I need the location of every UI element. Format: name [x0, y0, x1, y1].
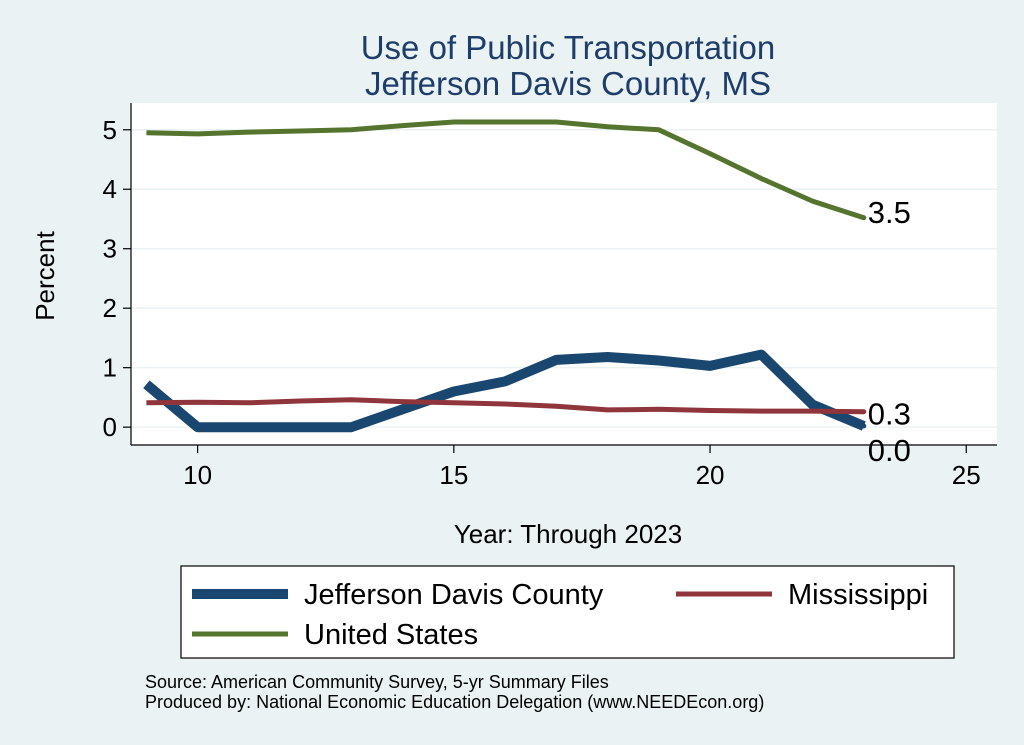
- x-axis-title: Year: Through 2023: [454, 519, 682, 549]
- y-tick-label: 3: [103, 234, 117, 264]
- source-note: Source: American Community Survey, 5-yr …: [145, 672, 609, 692]
- legend-label-mississippi: Mississippi: [788, 579, 928, 611]
- y-axis-title: Percent: [30, 230, 60, 320]
- x-tick-label: 20: [696, 460, 725, 490]
- end-label-mississippi: 0.3: [868, 397, 911, 432]
- legend: Jefferson Davis County Mississippi United …: [192, 579, 928, 651]
- x-tick-label: 25: [952, 460, 981, 490]
- end-labels: 0.00.3 3.5: [861, 195, 911, 468]
- series-lines: [143, 119, 866, 433]
- plot-area: [131, 103, 997, 445]
- end-label-jefferson-davis-county: 0.0: [868, 433, 911, 468]
- end-marker-jefferson-davis-county: [861, 423, 867, 429]
- x-tick-label: 15: [439, 460, 468, 490]
- series-line-mississippi: [146, 397, 864, 415]
- series-line-jefferson-davis-county: [143, 349, 866, 433]
- end-marker-mississippi: [861, 409, 867, 415]
- axes: 0 1 2 3 4 5 10 15 20 25: [103, 103, 997, 490]
- y-tick-label: 0: [103, 412, 117, 442]
- y-tick-label: 5: [103, 115, 117, 145]
- legend-label-united-states: United States: [304, 619, 478, 651]
- legend-label-jefferson-davis-county: Jefferson Davis County: [304, 579, 604, 611]
- series-line-united-states: [146, 119, 865, 221]
- end-label-united-states: 3.5: [868, 195, 911, 230]
- y-tick-label: 4: [103, 174, 117, 204]
- y-tick-label: 2: [103, 293, 117, 323]
- chart-title-line2: Jefferson Davis County, MS: [365, 65, 771, 102]
- producer-note: Produced by: National Economic Education…: [145, 692, 765, 712]
- end-marker-united-states: [861, 215, 867, 221]
- y-tick-label: 1: [103, 353, 117, 383]
- chart-title-line1: Use of Public Transportation: [361, 29, 776, 66]
- legend-box: [180, 565, 955, 659]
- x-tick-label: 10: [183, 460, 212, 490]
